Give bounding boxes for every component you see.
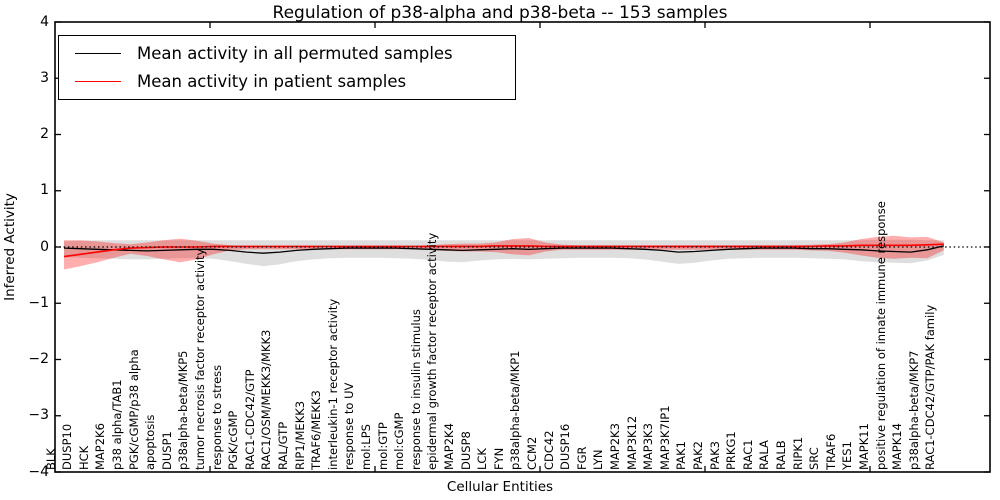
- x-category-label: PAK3: [707, 441, 722, 470]
- x-category-label: DUSP8: [458, 431, 473, 470]
- x-category-label: PGK/cGMP: [226, 410, 241, 470]
- x-category-label: RAC1: [740, 439, 755, 470]
- x-category-label: TRAF6/MEKK3: [309, 390, 324, 470]
- y-tick-label: −3: [28, 407, 49, 424]
- permuted-mean-line: [63, 245, 944, 254]
- x-category-label: mol:LPS: [358, 424, 373, 470]
- legend: Mean activity in all permuted samples Me…: [58, 35, 516, 100]
- x-category-label: CDC42: [541, 430, 556, 470]
- x-category-label: PAK1: [674, 441, 689, 470]
- x-category-label: RAC1-CDC42/GTP: [242, 369, 257, 470]
- x-category-label: RALB: [773, 440, 788, 470]
- x-category-label: YES1: [840, 441, 855, 470]
- x-category-label: epidermal growth factor receptor activit…: [425, 232, 440, 470]
- x-category-label: tumor necrosis factor receptor activity: [192, 248, 207, 470]
- patient-std-band: [64, 235, 944, 270]
- x-category-label: positive regulation of innate immune res…: [873, 201, 888, 470]
- permuted-line-swatch: [75, 53, 121, 55]
- y-tick-label: −2: [28, 351, 49, 367]
- x-category-label: interleukin-1 receptor activity: [325, 298, 340, 470]
- y-tick-label: 3: [40, 69, 49, 86]
- x-category-label: FGR: [574, 446, 589, 470]
- x-category-label: RALA: [757, 440, 772, 470]
- x-category-label: SRC: [807, 447, 822, 470]
- legend-entry-patient: Mean activity in patient samples: [59, 72, 515, 91]
- x-category-label: MAP2K4: [441, 423, 456, 470]
- x-category-label: TRAF6: [823, 433, 838, 470]
- x-category-label: BLK: [43, 448, 58, 470]
- x-category-label: FYN: [491, 447, 506, 470]
- x-category-label: DUSP16: [558, 423, 573, 470]
- x-category-label: MAPK11: [856, 423, 871, 470]
- x-category-label: CCM2: [524, 436, 539, 470]
- legend-label-patient: Mean activity in patient samples: [137, 71, 407, 91]
- x-category-label: mol:GTP: [375, 422, 390, 470]
- x-category-label: p38 alpha/TAB1: [109, 379, 124, 470]
- x-category-label: p38alpha-beta/MKP7: [906, 350, 921, 470]
- x-category-label: DUSP1: [159, 431, 174, 470]
- x-category-label: RAC1-CDC42/GTP/PAK family: [923, 304, 938, 470]
- x-category-label: p38alpha-beta/MKP5: [176, 350, 191, 470]
- x-category-label: PRKG1: [724, 431, 739, 470]
- y-tick-label: 0: [40, 238, 49, 255]
- y-tick-label: 2: [40, 126, 49, 142]
- chart-title: Regulation of p38-alpha and p38-beta -- …: [272, 3, 728, 23]
- x-category-label: MAPK14: [890, 423, 905, 470]
- patient-line-swatch: [75, 80, 121, 82]
- y-tick-label: −1: [28, 294, 49, 311]
- x-category-label: p38alpha-beta/MKP1: [508, 350, 523, 470]
- x-category-label: RAC1/OSM/MEKK3/MKK3: [259, 329, 274, 470]
- x-category-label: mol:cGMP: [392, 412, 407, 470]
- x-category-label: LYN: [591, 449, 606, 470]
- x-category-label: RIP1/MEKK3: [292, 400, 307, 470]
- x-category-label: response to insulin stimulus: [408, 309, 423, 470]
- x-axis-label: Cellular Entities: [446, 479, 554, 495]
- x-category-label: LCK: [475, 448, 490, 470]
- x-category-label: MAP3K3: [641, 423, 656, 470]
- x-category-label: response to UV: [342, 382, 357, 470]
- x-category-label: HCK: [76, 445, 91, 470]
- y-tick-label: 4: [40, 13, 49, 30]
- x-category-label: RAL/GTP: [275, 421, 290, 470]
- x-category-label: RIPK1: [790, 436, 805, 470]
- x-category-label: PAK2: [690, 441, 705, 470]
- legend-label-permuted: Mean activity in all permuted samples: [137, 44, 453, 64]
- x-category-label: DUSP10: [60, 423, 75, 470]
- legend-entry-permuted: Mean activity in all permuted samples: [59, 44, 515, 63]
- y-tick-label: −4: [28, 463, 49, 480]
- x-category-label: MAP2K6: [93, 423, 108, 470]
- x-category-label: MAP2K3: [607, 423, 622, 470]
- x-category-label: MAP3K12: [624, 415, 639, 470]
- x-category-label: PGK/cGMP/p38 alpha: [126, 349, 141, 470]
- y-tick-label: 1: [40, 182, 49, 199]
- x-category-label: apoptosis: [143, 414, 158, 470]
- x-category-label: MAP3K7IP1: [657, 405, 672, 470]
- x-category-label: response to stress: [209, 364, 224, 470]
